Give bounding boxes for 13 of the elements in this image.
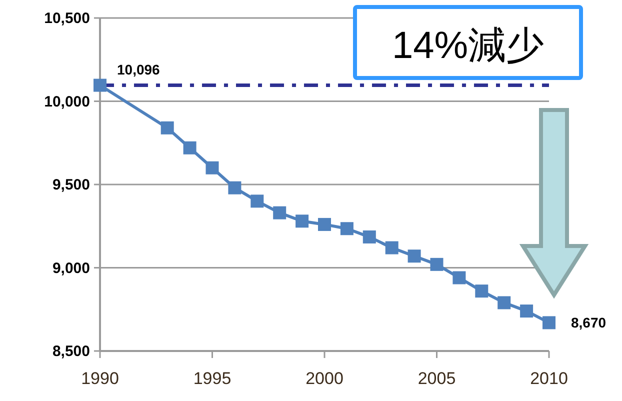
- ytick: 10,000: [44, 93, 90, 110]
- ytick: 10,500: [44, 10, 90, 27]
- xtick: 2000: [306, 369, 344, 388]
- xtick: 1990: [81, 369, 119, 388]
- ytick: 8,500: [52, 343, 90, 360]
- data-label: 8,670: [571, 314, 606, 331]
- xtick: 2005: [418, 369, 456, 388]
- xtick: 2010: [530, 369, 568, 388]
- xtick: 1995: [193, 369, 232, 388]
- ytick: 9,500: [52, 176, 90, 194]
- annotation: 14%減少: [392, 25, 544, 67]
- ytick: 9,000: [52, 260, 90, 277]
- data-label: 10,096: [117, 61, 160, 78]
